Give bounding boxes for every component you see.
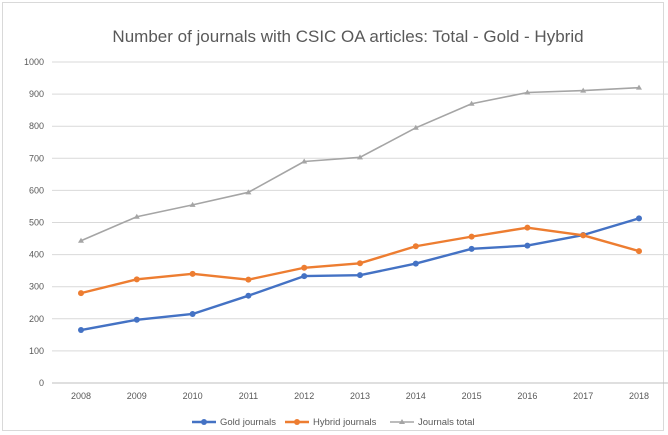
y-tick-label: 1000 (24, 57, 44, 67)
legend-entry: Journals total (390, 417, 475, 428)
chart-title: Number of journals with CSIC OA articles… (112, 27, 583, 46)
x-tick-label: 2013 (350, 391, 370, 401)
x-tick-label: 2010 (183, 391, 203, 401)
x-tick-label: 2015 (462, 391, 482, 401)
data-point (468, 233, 475, 240)
data-point (78, 290, 84, 297)
legend-marker (201, 419, 207, 425)
y-tick-label: 600 (29, 185, 44, 195)
data-point (357, 272, 363, 279)
data-point (301, 273, 308, 280)
data-point (468, 100, 475, 106)
data-point (133, 213, 140, 219)
legend-label: Gold journals (220, 417, 276, 428)
data-point (524, 224, 531, 231)
series-group (78, 84, 642, 334)
y-axis-ticks: 0 100 200 300 400 500 600 700 800 900 1000 (24, 57, 44, 388)
legend-entry: Gold journals (192, 417, 276, 428)
data-point (636, 84, 642, 90)
x-tick-label: 2008 (71, 391, 91, 401)
data-point (78, 237, 84, 243)
legend-entry: Hybrid journals (285, 417, 377, 428)
y-tick-label: 0 (39, 378, 44, 388)
series-gold-journals (78, 215, 642, 334)
data-point (245, 292, 252, 299)
data-point (189, 310, 196, 317)
legend-marker (294, 419, 300, 425)
data-point (357, 154, 363, 160)
data-point (636, 248, 642, 255)
data-point (524, 242, 531, 249)
x-tick-label: 2017 (573, 391, 593, 401)
y-tick-label: 300 (29, 282, 44, 292)
data-point (412, 243, 419, 250)
data-point (636, 215, 642, 222)
data-point (189, 270, 196, 277)
data-point (189, 201, 196, 207)
y-tick-label: 900 (29, 89, 44, 99)
data-point (412, 260, 419, 267)
data-point (301, 264, 308, 271)
x-axis-ticks: 2008 2009 2010 2011 2012 2013 2014 2015 2016 2017… (71, 391, 649, 401)
series-hybrid-journals (78, 224, 642, 297)
data-point (301, 158, 308, 164)
x-tick-label: 2009 (127, 391, 147, 401)
data-point (580, 87, 587, 93)
data-point (78, 327, 84, 334)
y-tick-label: 400 (29, 250, 44, 260)
legend-label: Journals total (418, 417, 475, 428)
legend: Gold journals Hybrid journals Journals tot… (192, 417, 475, 428)
x-tick-label: 2011 (239, 391, 258, 401)
y-tick-label: 500 (29, 218, 44, 228)
data-point (133, 276, 140, 283)
series-journals-total (78, 84, 642, 243)
data-point (468, 245, 475, 252)
data-point (245, 189, 252, 195)
data-point (580, 232, 587, 239)
data-point (245, 276, 252, 283)
data-point (133, 316, 140, 323)
data-point (524, 89, 531, 95)
x-tick-label: 2016 (517, 391, 537, 401)
legend-label: Hybrid journals (313, 417, 377, 428)
data-point (412, 124, 419, 130)
chart-frame (2, 2, 664, 431)
series-line (80, 86, 640, 242)
y-tick-label: 700 (29, 153, 44, 163)
legend-marker (399, 419, 405, 424)
x-tick-label: 2018 (629, 391, 649, 401)
x-tick-label: 2012 (294, 391, 314, 401)
y-tick-label: 800 (29, 121, 44, 131)
x-tick-label: 2014 (406, 391, 426, 401)
grid-lines (52, 61, 668, 384)
y-tick-label: 200 (29, 314, 44, 324)
y-tick-label: 100 (29, 346, 44, 356)
data-point (357, 260, 363, 267)
